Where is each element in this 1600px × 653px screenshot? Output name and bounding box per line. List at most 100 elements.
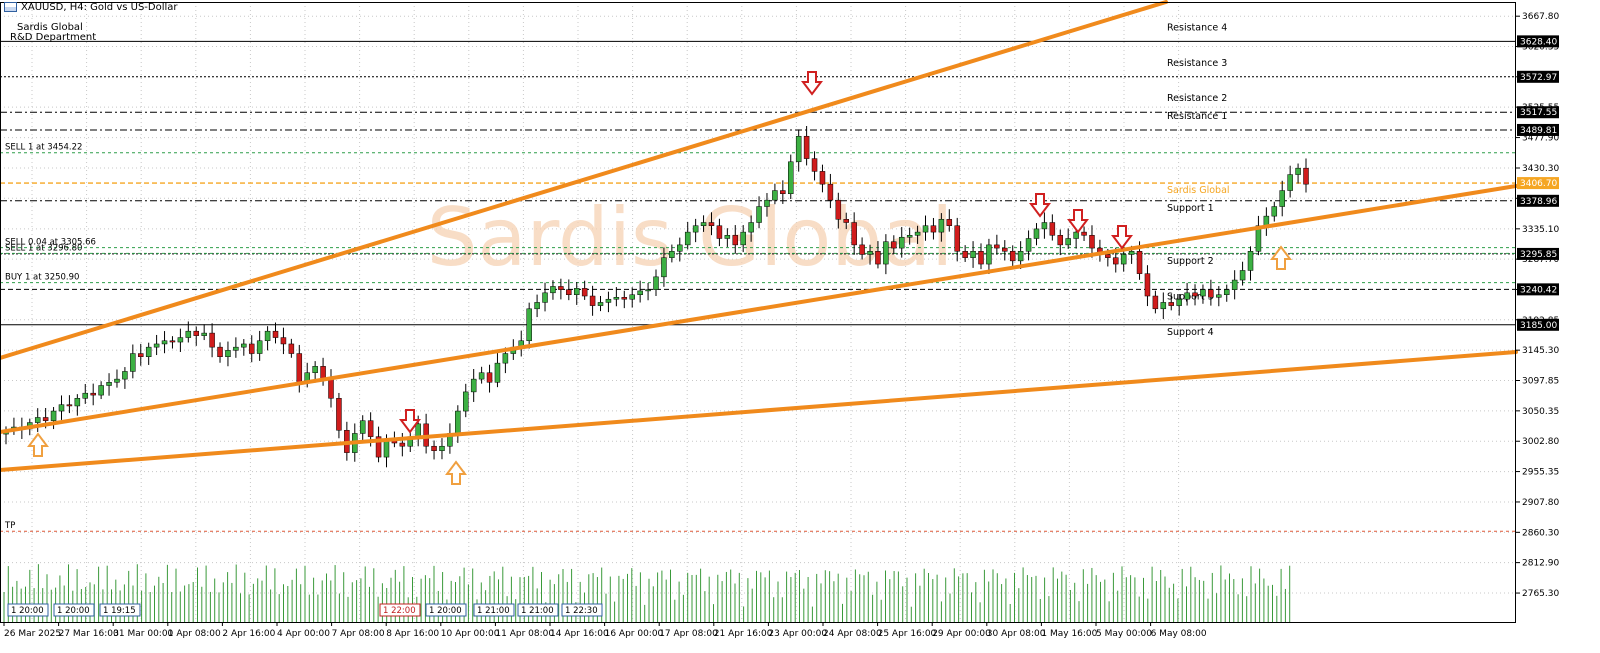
- time-tick-label: 26 Mar 2025: [4, 629, 61, 639]
- candle-body: [494, 362, 501, 383]
- time-tick-label: 10 Apr 00:00: [441, 629, 500, 639]
- candle-body: [946, 219, 953, 226]
- candle-body: [1168, 302, 1174, 306]
- candle-body: [692, 225, 699, 233]
- candle-body: [233, 346, 239, 351]
- candle-body: [1303, 167, 1309, 185]
- candle-body: [1271, 206, 1278, 217]
- price-tick-label: 2860.30: [1522, 528, 1559, 538]
- candle-body: [1223, 289, 1230, 295]
- candle-body: [1113, 257, 1119, 265]
- symbol-header: XAUUSD, H4: Gold vs US-Dollar: [4, 2, 178, 13]
- candle-body: [256, 340, 263, 354]
- trend-line: [0, 184, 1518, 434]
- candle-body: [1152, 295, 1159, 310]
- trade-badge: [53, 603, 95, 617]
- candle-body: [875, 251, 881, 265]
- candle-body: [534, 302, 540, 310]
- level-price-label: 3572.97: [1520, 73, 1557, 83]
- candle-body: [716, 225, 723, 239]
- candle-body: [748, 222, 754, 233]
- candle-body: [986, 244, 992, 265]
- candle-body: [1247, 251, 1254, 271]
- level-price-tag: [1517, 247, 1559, 260]
- candle-body: [288, 343, 295, 354]
- level-price-label: 3378.96: [1520, 197, 1557, 207]
- candle-body: [90, 392, 96, 396]
- time-tick-label: 7 Apr 08:00: [332, 629, 385, 639]
- buy-arrow: [1270, 245, 1292, 270]
- candle-body: [42, 417, 49, 421]
- candle-body: [677, 244, 683, 252]
- time-tick-label: 21 Apr 16:00: [714, 629, 773, 639]
- candle-body: [336, 398, 342, 431]
- candle-body: [1105, 254, 1111, 258]
- price-tick-label: 3287.70: [1522, 255, 1559, 265]
- candle-body: [153, 343, 160, 348]
- sell-arrow: [1067, 209, 1089, 234]
- candle-body: [1160, 302, 1167, 310]
- candle-body: [185, 330, 192, 338]
- candle-body: [375, 436, 382, 458]
- plot-frame: [0, 2, 1516, 623]
- candle-body: [843, 219, 849, 223]
- candle-body: [138, 353, 144, 357]
- arrow-shape: [1029, 193, 1051, 218]
- candle-body: [1025, 238, 1032, 252]
- level-name-label: Resistance 4: [1167, 22, 1227, 33]
- time-tick-label: 16 Apr 00:00: [605, 629, 664, 639]
- candle-body: [320, 366, 326, 380]
- order-label: BUY 1 at 3250.90: [5, 273, 79, 283]
- candle-body: [994, 244, 1000, 249]
- candle-body: [764, 199, 770, 207]
- department-name: R&D Department: [10, 32, 97, 43]
- buy-arrow: [27, 432, 49, 457]
- candle-body: [1057, 235, 1064, 246]
- trade-badge: [379, 603, 421, 617]
- candle-body: [629, 294, 635, 300]
- candle-body: [1216, 294, 1222, 298]
- candle-body: [835, 199, 842, 220]
- candle-body: [415, 423, 421, 437]
- trade-badge: [99, 603, 141, 617]
- price-tick-label: 3097.85: [1522, 376, 1559, 386]
- level-name-label: Resistance 1: [1167, 111, 1227, 122]
- candle-body: [550, 286, 556, 294]
- candle-body: [819, 171, 826, 185]
- trend-line: [0, 350, 1518, 472]
- candle-body: [962, 251, 968, 258]
- candle-body: [383, 439, 390, 458]
- company-name: Sardis Global: [17, 22, 83, 33]
- candle-body: [359, 420, 366, 434]
- candle-body: [724, 235, 731, 239]
- candle-body: [122, 371, 128, 380]
- candle-body: [66, 404, 73, 407]
- candle-body: [1200, 289, 1206, 297]
- candle-body: [1144, 273, 1151, 297]
- candle-body: [637, 290, 643, 295]
- arrow-shape: [445, 460, 467, 485]
- arrow-shape: [1067, 209, 1089, 234]
- price-tick-label: 3335.10: [1522, 225, 1559, 235]
- candle-body: [788, 161, 794, 195]
- time-tick-label: 30 Apr 08:00: [987, 629, 1046, 639]
- candle-body: [1295, 167, 1301, 175]
- level-price-label: 3185.00: [1520, 321, 1557, 331]
- trade-badge-label: 1 22:00: [383, 606, 416, 616]
- candle-body: [653, 276, 659, 290]
- candle-body: [161, 340, 168, 345]
- order-label: SELL 1 at 3454.22: [5, 143, 82, 153]
- candle-body: [1002, 247, 1008, 252]
- candle-body: [542, 292, 548, 303]
- time-tick-label: 5 May 00:00: [1096, 629, 1152, 639]
- candle-body: [795, 135, 802, 163]
- trade-badge: [517, 603, 559, 617]
- price-tick-label: 2765.30: [1522, 589, 1559, 599]
- candle-body: [1065, 238, 1071, 246]
- candle-body: [248, 343, 255, 354]
- candle-body: [106, 382, 112, 386]
- trade-badge: [7, 603, 49, 617]
- candle-body: [732, 235, 739, 246]
